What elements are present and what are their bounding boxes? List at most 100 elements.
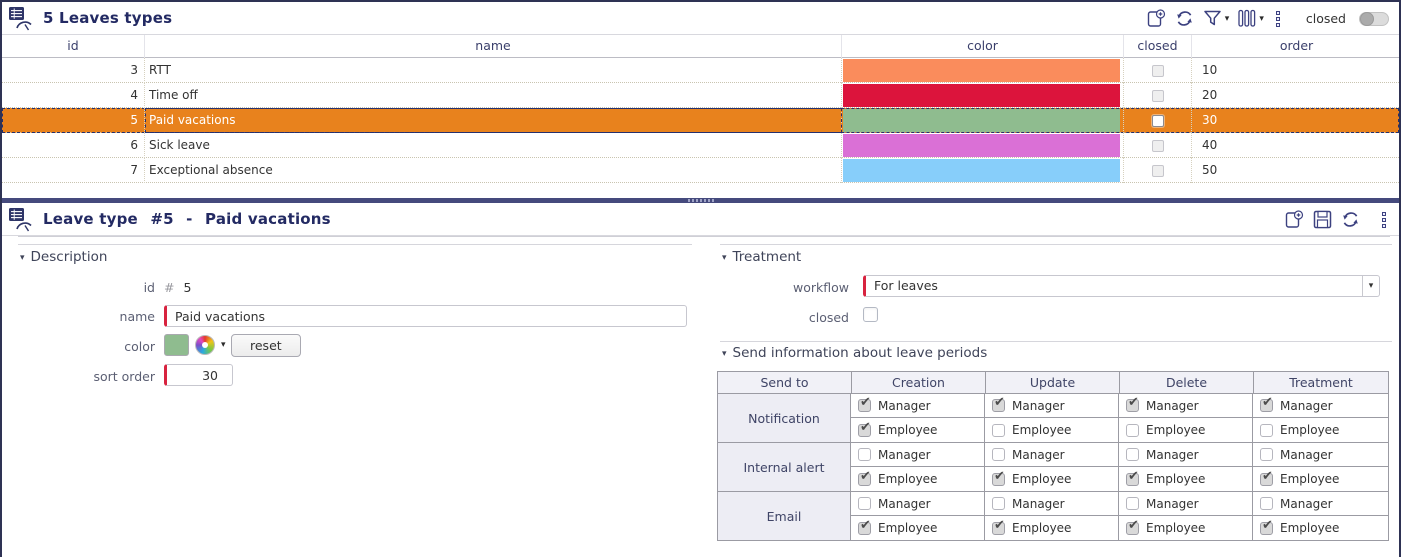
manager-checkbox[interactable] <box>858 497 871 510</box>
column-header-closed[interactable]: closed <box>1124 35 1192 58</box>
more-options-icon[interactable] <box>1379 211 1389 228</box>
employee-checkbox[interactable] <box>992 518 1005 535</box>
employee-checkbox[interactable] <box>1126 469 1139 486</box>
employee-checkbox[interactable] <box>1126 423 1139 437</box>
column-header-color[interactable]: color <box>842 35 1124 58</box>
closed-cell <box>1124 108 1192 133</box>
panel-splitter[interactable] <box>2 198 1399 203</box>
leaves-toolbar: ▾ ▾ closed <box>1147 2 1389 35</box>
manager-checkbox[interactable] <box>858 448 871 461</box>
description-section-title[interactable]: ▾ Description <box>20 249 108 265</box>
table-row-selected[interactable]: 5 Paid vacations 30 <box>2 108 1399 133</box>
table-row[interactable]: 3 RTT 10 <box>2 58 1399 83</box>
name-label: name <box>119 309 155 324</box>
treatment-section-title[interactable]: ▾ Treatment <box>722 249 802 265</box>
name-cell: Sick leave <box>145 133 842 158</box>
employee-checkbox[interactable] <box>1260 469 1273 486</box>
cell: Manager <box>1119 394 1253 417</box>
closed-checkbox[interactable] <box>863 307 878 322</box>
column-chooser-caret-icon: ▾ <box>1259 13 1264 24</box>
divider <box>18 244 692 245</box>
send-info-section-title[interactable]: ▾ Send information about leave periods <box>722 345 988 361</box>
color-cell <box>842 58 1124 83</box>
cell: Employee <box>851 516 985 540</box>
checkbox-label: Manager <box>1280 398 1333 413</box>
column-header-id[interactable]: id <box>2 35 145 58</box>
cell: Employee <box>1119 418 1253 442</box>
table-row[interactable]: 4 Time off 20 <box>2 83 1399 108</box>
notification-group: Notification Manager Manager Manager Man… <box>718 394 1388 443</box>
employee-row: Employee Employee Employee Employee <box>851 516 1388 540</box>
add-record-icon[interactable] <box>1285 210 1304 229</box>
save-icon[interactable] <box>1313 210 1332 229</box>
refresh-icon[interactable] <box>1341 210 1360 229</box>
manager-checkbox[interactable] <box>1260 448 1273 461</box>
closed-filter-label: closed <box>1305 11 1346 26</box>
closed-toggle[interactable] <box>1359 11 1389 26</box>
column-chooser-icon[interactable]: ▾ <box>1238 9 1264 28</box>
employee-checkbox[interactable] <box>858 469 871 486</box>
cell: Employee <box>1119 467 1253 491</box>
employee-checkbox[interactable] <box>1260 518 1273 535</box>
cell: Employee <box>1253 516 1388 540</box>
filter-icon[interactable]: ▾ <box>1203 10 1229 27</box>
manager-checkbox[interactable] <box>1260 395 1273 412</box>
manager-checkbox[interactable] <box>992 395 1005 412</box>
employee-checkbox[interactable] <box>1260 423 1273 437</box>
manager-checkbox[interactable] <box>992 448 1005 461</box>
color-bar <box>843 134 1120 157</box>
closed-checkbox[interactable] <box>1151 114 1164 127</box>
sort-order-label: sort order <box>93 369 155 384</box>
sort-order-field[interactable] <box>164 364 233 386</box>
id-cell: 6 <box>2 133 145 158</box>
color-swatch[interactable] <box>164 334 189 356</box>
refresh-icon[interactable] <box>1175 9 1194 28</box>
checkbox-label: Employee <box>1280 521 1340 535</box>
manager-checkbox[interactable] <box>992 497 1005 510</box>
employee-checkbox[interactable] <box>992 423 1005 437</box>
header-treatment: Treatment <box>1254 372 1388 394</box>
closed-cell <box>1124 158 1192 183</box>
detail-toolbar <box>1285 203 1389 236</box>
add-record-icon[interactable] <box>1147 9 1166 28</box>
manager-checkbox[interactable] <box>1260 497 1273 510</box>
dropdown-caret-icon[interactable]: ▾ <box>1362 276 1379 296</box>
checkbox-label: Manager <box>1280 447 1333 462</box>
group-label: Internal alert <box>718 443 851 491</box>
color-cell <box>842 83 1124 108</box>
closed-checkbox[interactable] <box>1151 64 1164 77</box>
leave-type-icon <box>8 207 35 233</box>
reset-button[interactable]: reset <box>231 334 301 357</box>
employee-checkbox[interactable] <box>992 469 1005 486</box>
manager-checkbox[interactable] <box>1126 395 1139 412</box>
closed-checkbox[interactable] <box>1151 164 1164 177</box>
leaves-types-icon <box>8 6 35 32</box>
cell: Manager <box>985 492 1119 515</box>
closed-checkbox[interactable] <box>1151 139 1164 152</box>
checkbox-label: Manager <box>1012 496 1065 511</box>
leaves-panel-header: 5 Leaves types ▾ ▾ closed <box>2 2 1399 35</box>
manager-checkbox[interactable] <box>858 395 871 412</box>
checkbox-label: Manager <box>1280 496 1333 511</box>
name-field[interactable] <box>164 305 687 327</box>
manager-row: Manager Manager Manager Manager <box>851 492 1388 516</box>
cell: Manager <box>1253 394 1388 417</box>
employee-checkbox[interactable] <box>858 420 871 437</box>
column-header-name[interactable]: name <box>145 35 842 58</box>
color-bar <box>843 109 1120 132</box>
closed-checkbox[interactable] <box>1151 89 1164 102</box>
employee-checkbox[interactable] <box>1126 518 1139 535</box>
more-options-icon[interactable] <box>1273 10 1283 27</box>
order-cell: 20 <box>1192 83 1399 108</box>
manager-checkbox[interactable] <box>1126 497 1139 510</box>
employee-checkbox[interactable] <box>858 518 871 535</box>
table-row[interactable]: 6 Sick leave 40 <box>2 133 1399 158</box>
column-header-order[interactable]: order <box>1279 38 1314 53</box>
table-row[interactable]: 7 Exceptional absence 50 <box>2 158 1399 183</box>
color-picker-caret-icon[interactable]: ▾ <box>221 340 226 350</box>
manager-checkbox[interactable] <box>1126 448 1139 461</box>
id-cell: 5 <box>2 108 145 133</box>
color-wheel-icon[interactable] <box>195 335 215 355</box>
workflow-select[interactable]: For leaves ▾ <box>863 275 1380 297</box>
